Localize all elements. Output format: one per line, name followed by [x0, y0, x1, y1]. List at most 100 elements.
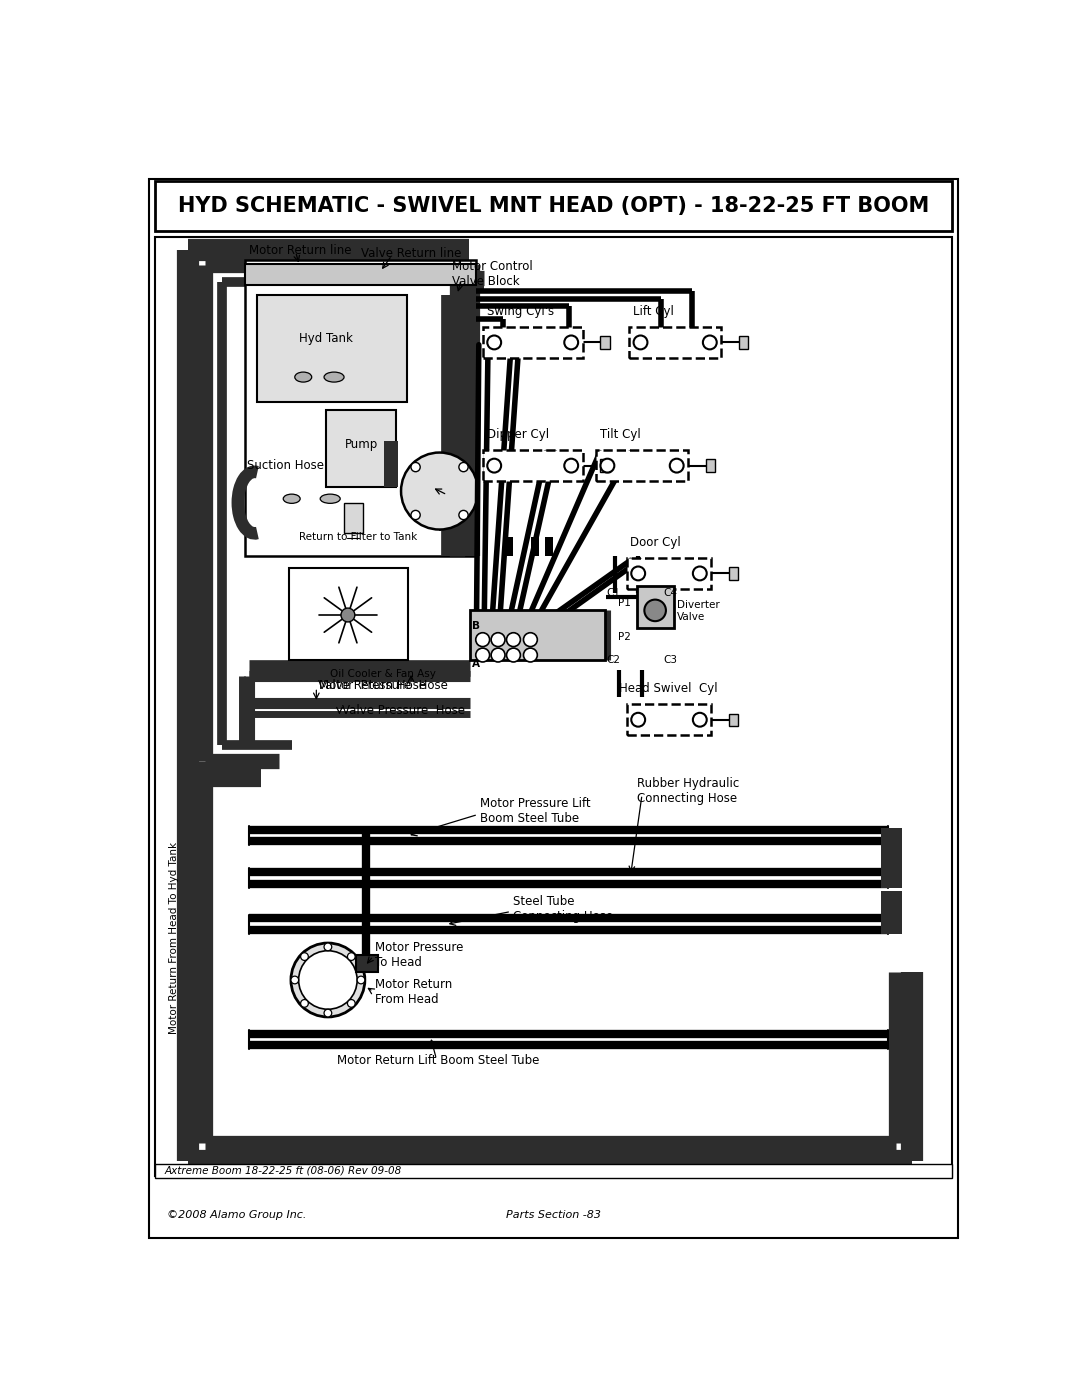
Text: Motor Pressure Lift
Boom Steel Tube: Motor Pressure Lift Boom Steel Tube — [481, 798, 591, 826]
Bar — [545, 538, 553, 556]
Text: HYD SCHEMATIC - SWIVEL MNT HEAD (OPT) - 18-22-25 FT BOOM: HYD SCHEMATIC - SWIVEL MNT HEAD (OPT) - … — [178, 196, 929, 217]
Circle shape — [291, 943, 365, 1017]
Circle shape — [324, 943, 332, 951]
Bar — [505, 538, 513, 556]
Bar — [245, 260, 476, 556]
Circle shape — [487, 458, 501, 472]
Text: Diverter
Valve: Diverter Valve — [677, 601, 719, 622]
Text: C2: C2 — [607, 655, 621, 665]
Text: Dipper Cyl: Dipper Cyl — [486, 427, 549, 441]
Text: Valve Pressure  Hose: Valve Pressure Hose — [341, 704, 464, 717]
Circle shape — [357, 977, 365, 983]
Text: Parts Section -83: Parts Section -83 — [507, 1210, 600, 1220]
Circle shape — [693, 567, 706, 580]
Bar — [326, 411, 395, 488]
Circle shape — [632, 712, 645, 726]
Text: Steel Tube
Connecting Hose: Steel Tube Connecting Hose — [513, 895, 613, 923]
Text: Lift Cyl: Lift Cyl — [633, 305, 674, 317]
Ellipse shape — [283, 495, 300, 503]
Bar — [245, 264, 476, 285]
Text: Valve Return Hose: Valve Return Hose — [319, 679, 427, 692]
Bar — [629, 327, 721, 358]
Circle shape — [524, 633, 538, 647]
Circle shape — [670, 458, 684, 472]
Ellipse shape — [295, 372, 312, 383]
Bar — [706, 460, 715, 472]
Bar — [626, 557, 712, 588]
Bar — [257, 295, 407, 402]
Text: Swing Cyl's: Swing Cyl's — [486, 305, 554, 317]
Bar — [345, 503, 363, 534]
Text: P1: P1 — [618, 598, 631, 608]
Bar — [154, 180, 953, 231]
Text: Door Cyl: Door Cyl — [631, 536, 681, 549]
Bar — [729, 714, 739, 726]
Circle shape — [564, 458, 578, 472]
Circle shape — [348, 953, 355, 960]
Circle shape — [299, 951, 357, 1009]
Circle shape — [507, 648, 521, 662]
Text: Tilt Cyl: Tilt Cyl — [599, 427, 640, 441]
Text: Head Swivel  Cyl: Head Swivel Cyl — [619, 682, 717, 696]
Circle shape — [507, 633, 521, 647]
Text: C1: C1 — [607, 588, 621, 598]
Circle shape — [564, 335, 578, 349]
Bar — [384, 464, 397, 488]
Bar — [483, 327, 583, 358]
Text: Motor Control
Valve Block: Motor Control Valve Block — [451, 260, 532, 288]
Text: Motor Return Lift Boom Steel Tube: Motor Return Lift Boom Steel Tube — [337, 1055, 539, 1067]
Circle shape — [693, 712, 706, 726]
Circle shape — [348, 999, 355, 1007]
Bar — [596, 450, 688, 481]
Text: Hyd Tank: Hyd Tank — [299, 332, 353, 345]
Circle shape — [401, 453, 478, 529]
Bar — [471, 610, 605, 661]
Text: Motor  Pressure  Hose: Motor Pressure Hose — [319, 679, 447, 693]
Circle shape — [300, 999, 308, 1007]
Bar — [636, 585, 674, 629]
Ellipse shape — [324, 372, 345, 383]
Circle shape — [291, 977, 299, 983]
Circle shape — [341, 608, 355, 622]
Ellipse shape — [320, 495, 340, 503]
Text: Valve Return line: Valve Return line — [361, 247, 461, 260]
Circle shape — [634, 335, 647, 349]
Bar — [600, 337, 610, 349]
Bar — [154, 1164, 953, 1178]
Circle shape — [600, 458, 615, 472]
Bar — [881, 891, 902, 933]
Bar — [600, 460, 610, 472]
Circle shape — [491, 633, 505, 647]
Circle shape — [459, 510, 468, 520]
Circle shape — [475, 648, 489, 662]
Text: B: B — [472, 620, 480, 631]
Bar — [154, 237, 953, 1176]
Circle shape — [411, 510, 420, 520]
Text: Suction Hose: Suction Hose — [247, 460, 324, 472]
Bar — [288, 569, 408, 661]
Bar — [729, 567, 739, 580]
Bar — [483, 450, 583, 481]
Text: Motor Return From Head To Hyd Tank: Motor Return From Head To Hyd Tank — [168, 841, 179, 1034]
Text: Return to Filter to Tank: Return to Filter to Tank — [299, 532, 418, 542]
Circle shape — [487, 335, 501, 349]
Bar — [626, 704, 712, 735]
Text: Oil Cooler & Fan Asy: Oil Cooler & Fan Asy — [330, 669, 436, 679]
Text: C3: C3 — [663, 655, 677, 665]
Text: Axtreme Boom 18-22-25 ft (08-06) Rev 09-08: Axtreme Boom 18-22-25 ft (08-06) Rev 09-… — [164, 1166, 402, 1176]
Bar — [531, 538, 539, 556]
Bar — [739, 337, 748, 349]
Text: Rubber Hydraulic
Connecting Hose: Rubber Hydraulic Connecting Hose — [636, 777, 739, 805]
Text: Motor Return line: Motor Return line — [249, 243, 352, 257]
Circle shape — [300, 953, 308, 960]
Circle shape — [324, 1009, 332, 1017]
Text: P2: P2 — [618, 633, 631, 643]
Text: Motor Pressure
To Head: Motor Pressure To Head — [375, 940, 463, 968]
Text: Pump: Pump — [345, 439, 378, 451]
Text: A: A — [472, 659, 480, 669]
Circle shape — [459, 462, 468, 472]
Circle shape — [491, 648, 505, 662]
Text: C4: C4 — [663, 588, 677, 598]
Bar — [881, 828, 902, 888]
Circle shape — [411, 462, 420, 472]
